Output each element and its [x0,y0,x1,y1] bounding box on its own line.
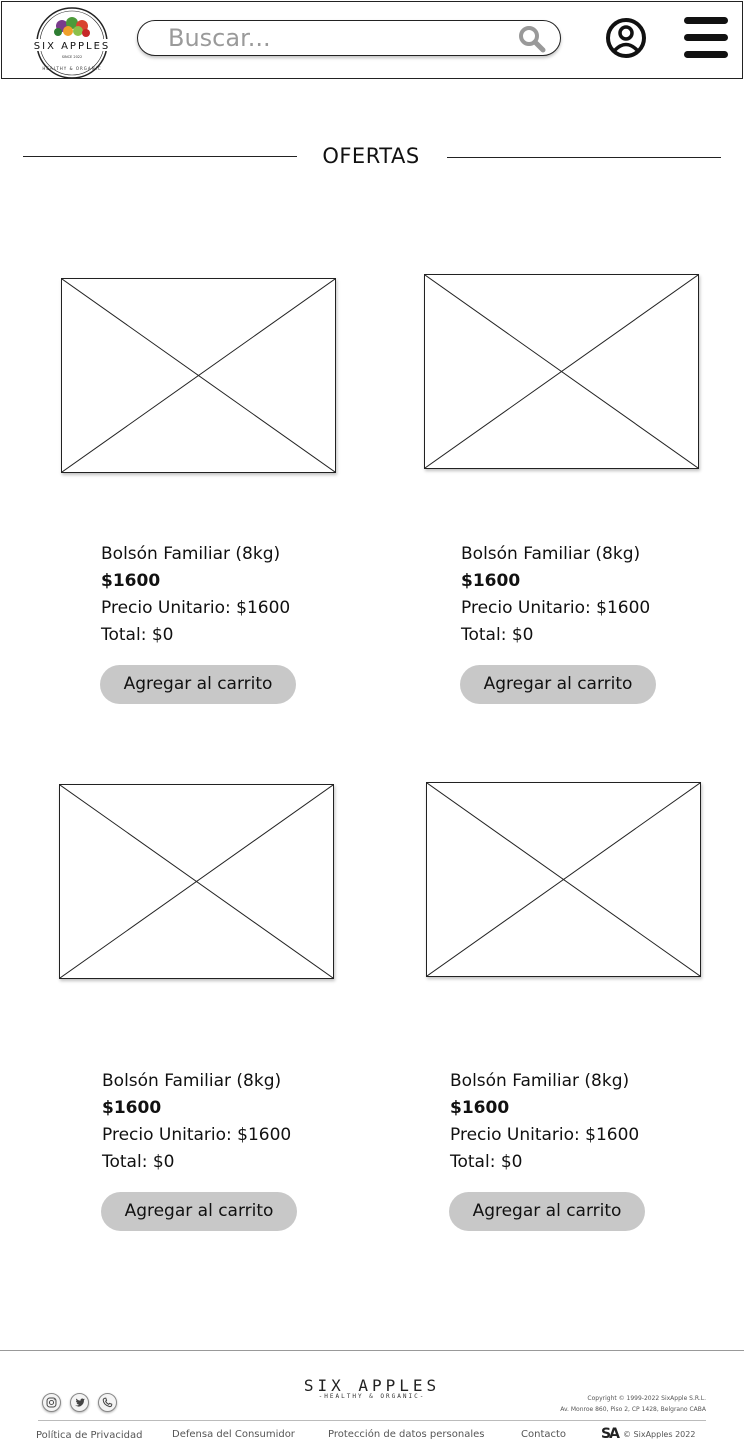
product-price: $1600 [102,1098,162,1118]
add-to-cart-button[interactable]: Agregar al carrito [449,1192,645,1231]
section-divider-right [447,157,721,158]
logo[interactable]: SIX APPLES SINCE 2022 HEALTHY & ORGANIC [24,6,120,80]
search-input[interactable] [168,24,518,52]
address-line: Av. Monroe 860, Piso 2, CP 1428, Belgran… [560,1406,706,1413]
footer-logo-tagline: -HEALTHY & ORGANIC- [318,1393,426,1400]
product-price: $1600 [101,571,161,591]
phone-icon[interactable] [98,1393,117,1412]
product-unit-price: Precio Unitario: $1600 [450,1125,640,1145]
product-name: Bolsón Familiar (8kg) [461,544,641,564]
product-image-placeholder[interactable] [426,782,701,977]
logo-since: SINCE 2022 [62,55,83,59]
product-price: $1600 [450,1098,510,1118]
search-icon[interactable] [518,25,546,53]
product-name: Bolsón Familiar (8kg) [101,544,281,564]
product-unit-price: Precio Unitario: $1600 [102,1125,292,1145]
product-image-placeholder[interactable] [59,784,334,979]
logo-tagline: HEALTHY & ORGANIC [42,66,101,71]
product-image-placeholder[interactable] [61,278,336,473]
brand-copyright: © SixApples 2022 [623,1430,696,1439]
footer-link-data-protection[interactable]: Protección de datos personales [328,1429,485,1440]
product-name: Bolsón Familiar (8kg) [450,1071,630,1091]
section-title: OFERTAS [322,144,420,168]
product-info: Bolsón Familiar (8kg) $1600 Precio Unita… [101,541,341,649]
footer-divider [38,1420,706,1421]
product-unit-price: Precio Unitario: $1600 [101,598,291,618]
add-to-cart-button[interactable]: Agregar al carrito [100,665,296,704]
search-bar[interactable] [137,20,561,56]
product-total: Total: $0 [102,1152,175,1172]
user-account-icon[interactable] [605,17,647,59]
product-total: Total: $0 [461,625,534,645]
header: SIX APPLES SINCE 2022 HEALTHY & ORGANIC [1,1,743,79]
logo-text: SIX APPLES [34,41,110,52]
footer-logo[interactable]: SIX APPLES [303,1376,441,1395]
copyright-block: Copyright © 1999-2022 SixApple S.R.L. Av… [446,1393,706,1415]
twitter-icon[interactable] [70,1393,89,1412]
product-image-placeholder[interactable] [424,274,699,469]
product-name: Bolsón Familiar (8kg) [102,1071,282,1091]
footer-link-privacy[interactable]: Política de Privacidad [36,1430,143,1441]
product-total: Total: $0 [101,625,174,645]
product-info: Bolsón Familiar (8kg) $1600 Precio Unita… [102,1068,342,1176]
add-to-cart-button[interactable]: Agregar al carrito [101,1192,297,1231]
footer-divider-top [0,1350,744,1351]
product-info: Bolsón Familiar (8kg) $1600 Precio Unita… [450,1068,690,1176]
hamburger-menu-icon[interactable] [684,17,728,59]
footer-link-consumer-defense[interactable]: Defensa del Consumidor [172,1429,295,1440]
instagram-icon[interactable] [42,1393,61,1412]
product-info: Bolsón Familiar (8kg) $1600 Precio Unita… [461,541,701,649]
copyright-line: Copyright © 1999-2022 SixApple S.R.L. [587,1395,706,1402]
add-to-cart-button[interactable]: Agregar al carrito [460,665,656,704]
product-price: $1600 [461,571,521,591]
product-unit-price: Precio Unitario: $1600 [461,598,651,618]
footer-link-contact[interactable]: Contacto [521,1429,567,1440]
brand-mark: SA [601,1426,620,1442]
product-total: Total: $0 [450,1152,523,1172]
section-divider-left [23,156,297,157]
